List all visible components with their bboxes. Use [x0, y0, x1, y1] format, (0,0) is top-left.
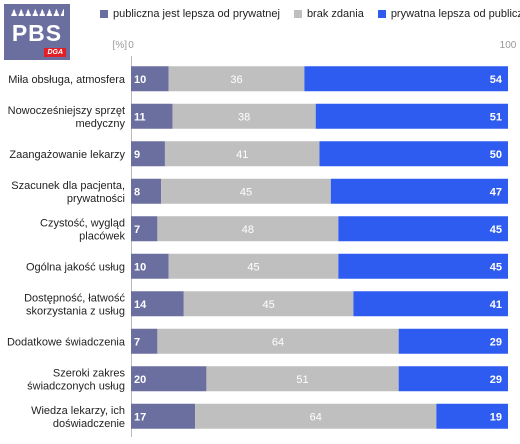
logo-sub-badge: DGA: [44, 48, 66, 57]
data-label: 7: [134, 224, 140, 236]
category-label: Ogólna jakość usług: [26, 261, 125, 273]
data-label: 51: [490, 111, 502, 123]
data-label: 9: [134, 149, 140, 161]
bar-segment: [172, 103, 316, 129]
bar-segment: [398, 328, 508, 354]
data-label: 51: [296, 374, 308, 386]
data-label: 29: [490, 374, 502, 386]
bar-segment: [131, 66, 169, 92]
bar-segment: [398, 366, 508, 392]
data-label: 41: [236, 149, 248, 161]
bar-segment: [131, 103, 173, 129]
legend-label-public: publiczna jest lepsza od prywatnej: [113, 8, 280, 20]
bar-segment: [183, 291, 354, 317]
x-tick-label: 0: [128, 40, 134, 51]
category-label: Wiedza lekarzy, ich doświadczenie: [31, 405, 125, 430]
axis-unit-label: [%]: [113, 40, 128, 51]
legend-swatch-neutral: [293, 10, 302, 18]
legend-swatch-public: [100, 10, 108, 18]
bar-segment: [131, 178, 162, 204]
x-tick-label: 100: [500, 40, 517, 51]
bar-segment: [157, 216, 339, 242]
bar-segment: [131, 253, 169, 279]
bar-segment: [353, 291, 508, 317]
category-label: Czystość, wygląd placówek: [40, 217, 125, 242]
data-label: 19: [490, 411, 502, 423]
legend-label-private: prywatna lepsza od publicznej: [390, 8, 520, 20]
bar-segment: [319, 141, 508, 167]
data-label: 54: [490, 74, 503, 86]
data-label: 20: [134, 374, 146, 386]
data-label: 45: [262, 299, 274, 311]
bar-segment: [131, 216, 158, 242]
bar-segment: [168, 66, 305, 92]
data-label: 8: [134, 186, 140, 198]
data-label: 64: [272, 336, 284, 348]
data-label: 48: [242, 224, 254, 236]
bar-segment: [315, 103, 508, 129]
legend-label-neutral: brak zdania: [306, 8, 364, 20]
bar-segment: [304, 66, 508, 92]
bar-segment: [338, 253, 508, 279]
data-label: 41: [490, 299, 502, 311]
data-label: 45: [490, 224, 502, 236]
bar-segment: [330, 178, 508, 204]
data-label: 45: [240, 186, 252, 198]
category-label: Szeroki zakres świadczonych usług: [27, 367, 125, 392]
bar-segment: [164, 141, 320, 167]
data-label: 29: [490, 336, 502, 348]
bar-segment: [131, 403, 196, 429]
legend-item-public: publiczna jest lepsza od prywatnej: [100, 8, 280, 20]
data-label: 45: [247, 261, 259, 273]
category-label: Szacunek dla pacjenta, prywatności: [11, 180, 125, 205]
data-label: 11: [134, 111, 146, 123]
data-label: 50: [490, 149, 502, 161]
legend-item-private: prywatna lepsza od publicznej: [377, 8, 520, 20]
bar-segment: [168, 253, 339, 279]
data-label: 38: [238, 111, 250, 123]
bar-segment: [157, 328, 399, 354]
data-label: 14: [134, 299, 147, 311]
data-label: 45: [490, 261, 502, 273]
legend-swatch-private: [377, 10, 386, 18]
bar-segment: [195, 403, 437, 429]
bar-segment: [161, 178, 331, 204]
bar-segment: [436, 403, 508, 429]
bar-segment: [338, 216, 508, 242]
data-label: 36: [230, 74, 242, 86]
data-label: 7: [134, 336, 140, 348]
bar-segment: [206, 366, 399, 392]
pbs-logo: ♟♟♟♟♟♟♟♟♟♟ PBS DGA: [4, 4, 70, 60]
bar-segment: [131, 328, 158, 354]
category-label: Zaangażowanie lekarzy: [9, 149, 125, 161]
bar-segment: [131, 291, 184, 317]
data-label: 17: [134, 411, 146, 423]
data-label: 47: [490, 186, 502, 198]
chart-legend: publiczna jest lepsza od prywatnej brak …: [100, 6, 520, 22]
data-label: 10: [134, 74, 146, 86]
data-label: 64: [310, 411, 322, 423]
category-label: Nowocześniejszy sprzęt medyczny: [8, 105, 126, 130]
bar-segment: [131, 366, 207, 392]
legend-item-neutral: brak zdania: [293, 8, 364, 20]
bar-segment: [131, 141, 165, 167]
category-label: Dostępność, łatwość skorzystania z usług: [24, 292, 125, 317]
people-figures-icon: ♟♟♟♟♟♟♟♟♟♟: [10, 8, 64, 18]
data-label: 10: [134, 261, 146, 273]
category-label: Miła obsługa, atmosfera: [8, 74, 126, 86]
category-label: Dodatkowe świadczenia: [7, 336, 126, 348]
logo-text: PBS: [11, 20, 63, 46]
